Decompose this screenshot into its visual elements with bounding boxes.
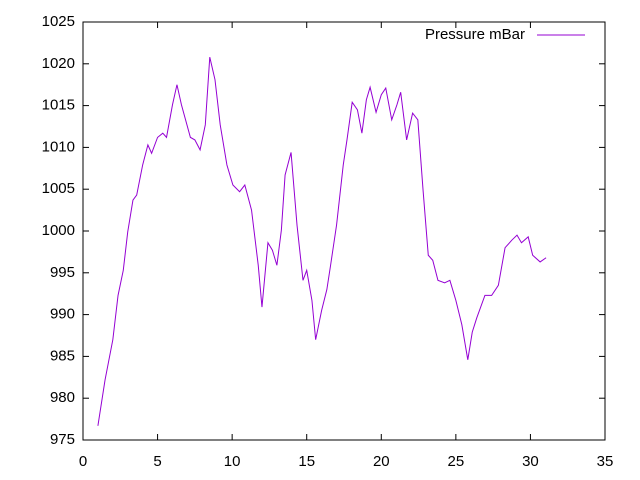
y-tick-label: 1015 [42, 97, 75, 114]
x-tick-label: 25 [448, 453, 465, 470]
y-tick-label: 1020 [42, 55, 75, 72]
x-tick-label: 10 [224, 453, 241, 470]
line [97, 56, 547, 426]
plot-border [82, 21, 606, 441]
x-tick-label: 35 [597, 453, 614, 470]
y-tick-label: 985 [50, 347, 75, 364]
y-tick-label: 990 [50, 306, 75, 323]
x-tick-label: 20 [373, 453, 390, 470]
y-tick-label: 1005 [42, 180, 75, 197]
y-tick-label: 975 [50, 431, 75, 448]
y-tick-label: 1025 [42, 13, 75, 30]
y-tick-label: 1000 [42, 222, 75, 239]
y-tick-label: 1010 [42, 138, 75, 155]
y-tick-label: 980 [50, 389, 75, 406]
x-tick-label: 30 [522, 453, 539, 470]
x-tick-label: 0 [79, 453, 87, 470]
legend-label: Pressure mBar [425, 26, 525, 43]
x-tick-label: 15 [298, 453, 315, 470]
y-tick-label: 995 [50, 264, 75, 281]
x-tick-label: 5 [153, 453, 161, 470]
